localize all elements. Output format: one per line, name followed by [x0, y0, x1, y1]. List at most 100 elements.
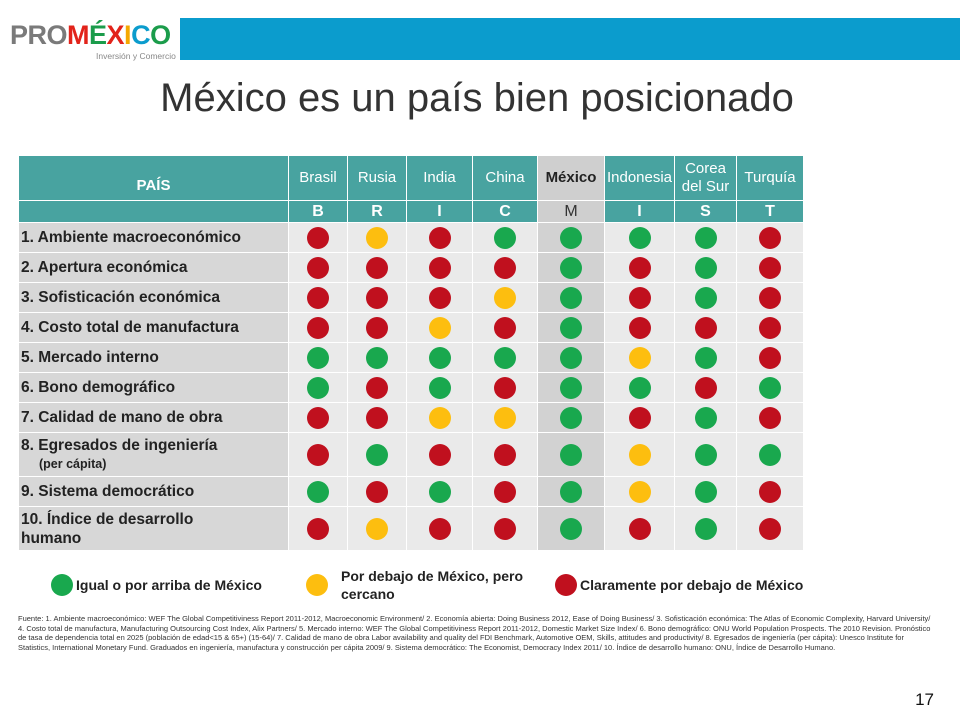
indicator-row: 5. Mercado interno: [18, 342, 804, 373]
rating-red-dot: [428, 256, 451, 279]
indicator-row: 8. Egresados de ingeniería (per cápita): [18, 432, 804, 477]
rating-red-dot: [428, 286, 451, 309]
page-number: 17: [915, 690, 934, 709]
rating-cell: [736, 506, 804, 551]
rating-cell: [537, 432, 605, 477]
rating-cell: [537, 252, 605, 283]
rating-green-dot: [560, 376, 582, 399]
rating-red-dot: [307, 316, 329, 339]
rating-red-dot: [307, 256, 329, 279]
legend-yellow-dot: [306, 574, 328, 596]
logo-letter: I: [124, 20, 132, 50]
rating-cell: [674, 252, 737, 283]
rating-cell: [288, 222, 348, 253]
country-letter: B: [288, 200, 348, 223]
indicator-row: 9. Sistema democrático: [18, 476, 804, 507]
rating-green-dot: [560, 517, 582, 540]
rating-green-dot: [494, 226, 516, 249]
rating-cell: [674, 372, 737, 403]
rating-cell: [604, 402, 675, 433]
indicator-row: 4. Costo total de manufactura: [18, 312, 804, 343]
rating-cell: [736, 476, 804, 507]
rating-cell: [472, 252, 538, 283]
rating-green-dot: [560, 480, 582, 503]
rating-cell: [347, 476, 407, 507]
legend-green-label: Igual o por arriba de México: [76, 577, 262, 593]
indicator-row: 2. Apertura económica: [18, 252, 804, 283]
rating-cell: [288, 372, 348, 403]
rating-red-dot: [628, 406, 651, 429]
rating-red-dot: [494, 316, 516, 339]
rating-red-dot: [628, 316, 651, 339]
rating-red-dot: [759, 480, 781, 503]
country-letter: T: [736, 200, 804, 223]
rating-red-dot: [307, 286, 329, 309]
rating-cell: [537, 312, 605, 343]
rating-green-dot: [694, 517, 717, 540]
country-header: Corea del Sur: [674, 155, 737, 201]
rating-cell: [347, 252, 407, 283]
indicator-label: 6. Bono demográfico: [18, 372, 289, 403]
rating-red-dot: [366, 480, 388, 503]
rating-red-dot: [307, 517, 329, 540]
rating-cell: [736, 312, 804, 343]
rating-red-dot: [428, 226, 451, 249]
indicator-name: 10. Índice de desarrollo humano: [21, 510, 194, 547]
rating-cell: [288, 476, 348, 507]
rating-green-dot: [366, 443, 388, 466]
country-header-row: PAÍS Brasil Rusia India China México Indonesi…: [18, 155, 804, 201]
rating-cell: [674, 222, 737, 253]
rating-green-dot: [560, 316, 582, 339]
rating-cell: [406, 252, 473, 283]
rating-cell: [472, 222, 538, 253]
indicator-label: 8. Egresados de ingeniería (per cápita): [18, 432, 289, 477]
legend-yellow-label: Por debajo de México, pero cercano: [341, 568, 524, 602]
rating-cell: [537, 402, 605, 433]
country-header: India: [406, 155, 473, 201]
rating-red-dot: [366, 316, 388, 339]
rating-cell: [537, 282, 605, 313]
indicator-label: 5. Mercado interno: [18, 342, 289, 373]
country-letter: C: [472, 200, 538, 223]
logo-pro-text: PRO: [10, 20, 68, 50]
rating-green-dot: [428, 480, 451, 503]
rating-cell: [537, 506, 605, 551]
country-header: Indonesia: [604, 155, 675, 201]
rating-red-dot: [494, 256, 516, 279]
letters-label-cell: [18, 200, 289, 223]
indicator-name: 1. Ambiente macroeconómico: [21, 229, 241, 246]
logo-letter: C: [131, 20, 151, 50]
page-title: México es un país bien posicionado: [160, 76, 794, 120]
rating-cell: [537, 222, 605, 253]
rating-cell: [537, 372, 605, 403]
rating-red-dot: [759, 517, 781, 540]
rating-green-dot: [759, 376, 781, 399]
rating-cell: [288, 506, 348, 551]
rating-yellow-dot: [628, 443, 651, 466]
rating-red-dot: [307, 406, 329, 429]
indicator-row: 7. Calidad de mano de obra: [18, 402, 804, 433]
rating-cell: [604, 506, 675, 551]
rating-red-dot: [628, 256, 651, 279]
country-letter: S: [674, 200, 737, 223]
indicator-row: 3. Sofisticación económica: [18, 282, 804, 313]
rating-cell: [472, 506, 538, 551]
rating-red-dot: [494, 376, 516, 399]
rating-cell: [347, 372, 407, 403]
logo-mexico-text: MÉXICO: [67, 20, 171, 50]
logo-letter: O: [150, 20, 171, 50]
rating-red-dot: [759, 346, 781, 369]
rating-red-dot: [694, 316, 717, 339]
rating-red-dot: [307, 443, 329, 466]
rating-cell: [472, 312, 538, 343]
legend: Igual o por arriba de México Por debajo …: [0, 562, 960, 606]
pais-header: PAÍS: [18, 155, 289, 201]
rating-cell: [347, 506, 407, 551]
rating-cell: [604, 282, 675, 313]
rating-green-dot: [694, 346, 717, 369]
rating-green-dot: [628, 376, 651, 399]
country-letter: R: [347, 200, 407, 223]
rating-cell: [288, 402, 348, 433]
rating-green-dot: [694, 406, 717, 429]
indicator-name: 8. Egresados de ingeniería: [21, 436, 218, 454]
